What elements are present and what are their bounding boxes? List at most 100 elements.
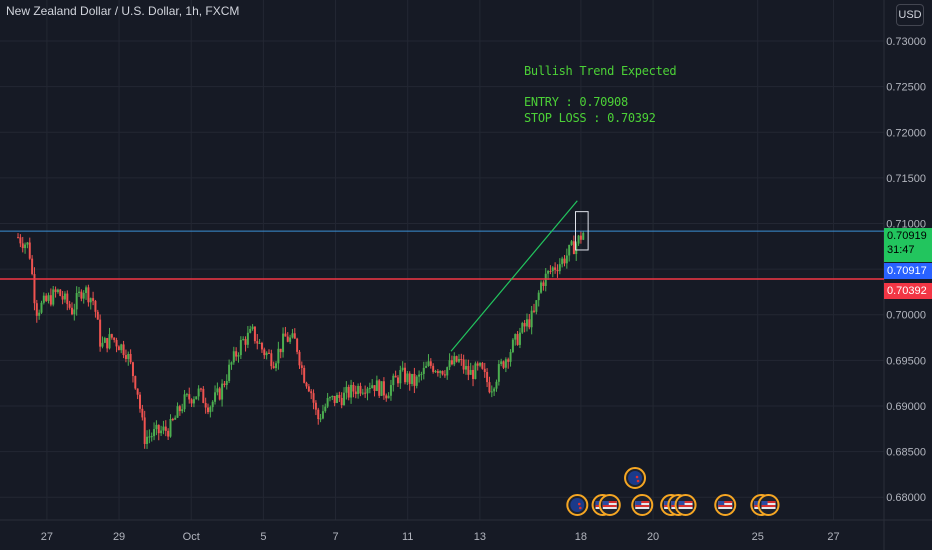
candle-body (457, 359, 460, 362)
candle-body (493, 388, 496, 392)
candle-body (418, 374, 421, 377)
currency-selector[interactable]: USD (896, 4, 924, 26)
candle-body (354, 391, 357, 395)
candle-body (371, 385, 374, 388)
candle-body (136, 388, 139, 395)
candle-body (319, 418, 322, 420)
candle-body (296, 338, 299, 352)
candle-body (500, 361, 503, 365)
candle-body (340, 397, 343, 406)
candle-body (568, 244, 571, 256)
candle-body (171, 419, 174, 421)
candle-body (434, 371, 437, 373)
candle-body (326, 398, 329, 407)
candle-body (258, 342, 261, 344)
candle-body (54, 289, 57, 293)
candle-body (333, 395, 336, 403)
y-tick-label: 0.73000 (886, 36, 926, 48)
candle-body (448, 360, 451, 368)
candle-body (249, 328, 252, 333)
candle-body (141, 408, 144, 418)
candle-body (143, 417, 146, 444)
candle-body (263, 349, 266, 356)
highlight-box[interactable] (575, 211, 589, 251)
candle-body (577, 235, 580, 244)
candle-body (63, 293, 66, 300)
candle-body (33, 274, 36, 304)
candle-body (490, 391, 493, 393)
candle-body (338, 394, 341, 398)
candle-body (455, 356, 458, 362)
candle-body (26, 242, 29, 245)
candle-body (209, 407, 212, 413)
candle-body (56, 289, 59, 293)
candle-body (279, 348, 282, 353)
candle-body (42, 295, 45, 303)
x-tick-label: 25 (752, 531, 764, 543)
candle-body (19, 237, 22, 244)
us-flag-stripe (718, 505, 733, 507)
candle-body (232, 351, 235, 363)
candle-body (483, 368, 486, 373)
candle-body (134, 376, 137, 389)
candle-body (314, 402, 317, 410)
candle-body (282, 333, 285, 353)
candle-body (563, 258, 566, 264)
trend-line[interactable] (450, 200, 578, 352)
candle-body (120, 344, 123, 351)
y-tick-label: 0.71500 (886, 173, 926, 185)
symbol-title[interactable]: New Zealand Dollar / U.S. Dollar, 1h, FX… (6, 4, 240, 18)
candle-body (446, 367, 449, 376)
us-flag-stripe (635, 501, 650, 503)
candle-body (502, 361, 505, 368)
candle-body (345, 386, 348, 393)
candle-body (343, 392, 346, 406)
candle-body (199, 388, 202, 390)
candle-body (80, 291, 83, 299)
candle-body (202, 388, 205, 403)
candle-body (401, 367, 404, 371)
candle-body (542, 282, 545, 286)
nz-flag-star (635, 475, 639, 479)
candle-body (579, 235, 582, 240)
candle-body (195, 396, 198, 400)
y-tick-label: 0.69500 (886, 355, 926, 367)
candle-body (396, 377, 399, 384)
y-tick-label: 0.70000 (886, 310, 926, 322)
candle-body (207, 407, 210, 413)
x-tick-label: Oct (183, 531, 200, 543)
candle-body (558, 264, 561, 272)
us-flag-canton (754, 501, 761, 505)
candle-body (530, 310, 533, 328)
candle-body (94, 300, 97, 312)
current-price-tag: 0.70919 31:47 (884, 228, 932, 262)
candle-body (328, 397, 331, 399)
candle-body (432, 365, 435, 372)
candle-body (453, 356, 456, 365)
candle-body (425, 365, 428, 368)
candle-body (554, 267, 557, 270)
us-flag-stripe (678, 501, 693, 503)
candle-body (169, 419, 172, 437)
candle-body (256, 341, 259, 344)
candle-body (307, 386, 310, 392)
candle-body (312, 393, 315, 403)
candle-body (488, 382, 491, 393)
candle-body (533, 310, 536, 312)
candle-body (251, 326, 254, 329)
candle-body (124, 355, 127, 359)
candle-body (70, 307, 73, 315)
candle-body (218, 388, 221, 400)
candle-body (267, 352, 270, 354)
candle-body (275, 363, 278, 369)
candle-body (310, 391, 313, 394)
candle-body (138, 394, 141, 409)
us-flag-canton (602, 501, 609, 505)
nz-flag-star (578, 502, 581, 506)
candle-body (155, 424, 158, 430)
us-flag-canton (664, 501, 671, 505)
candle-body (392, 375, 395, 386)
candle-body (153, 429, 156, 437)
nz-flag-star (636, 479, 640, 483)
